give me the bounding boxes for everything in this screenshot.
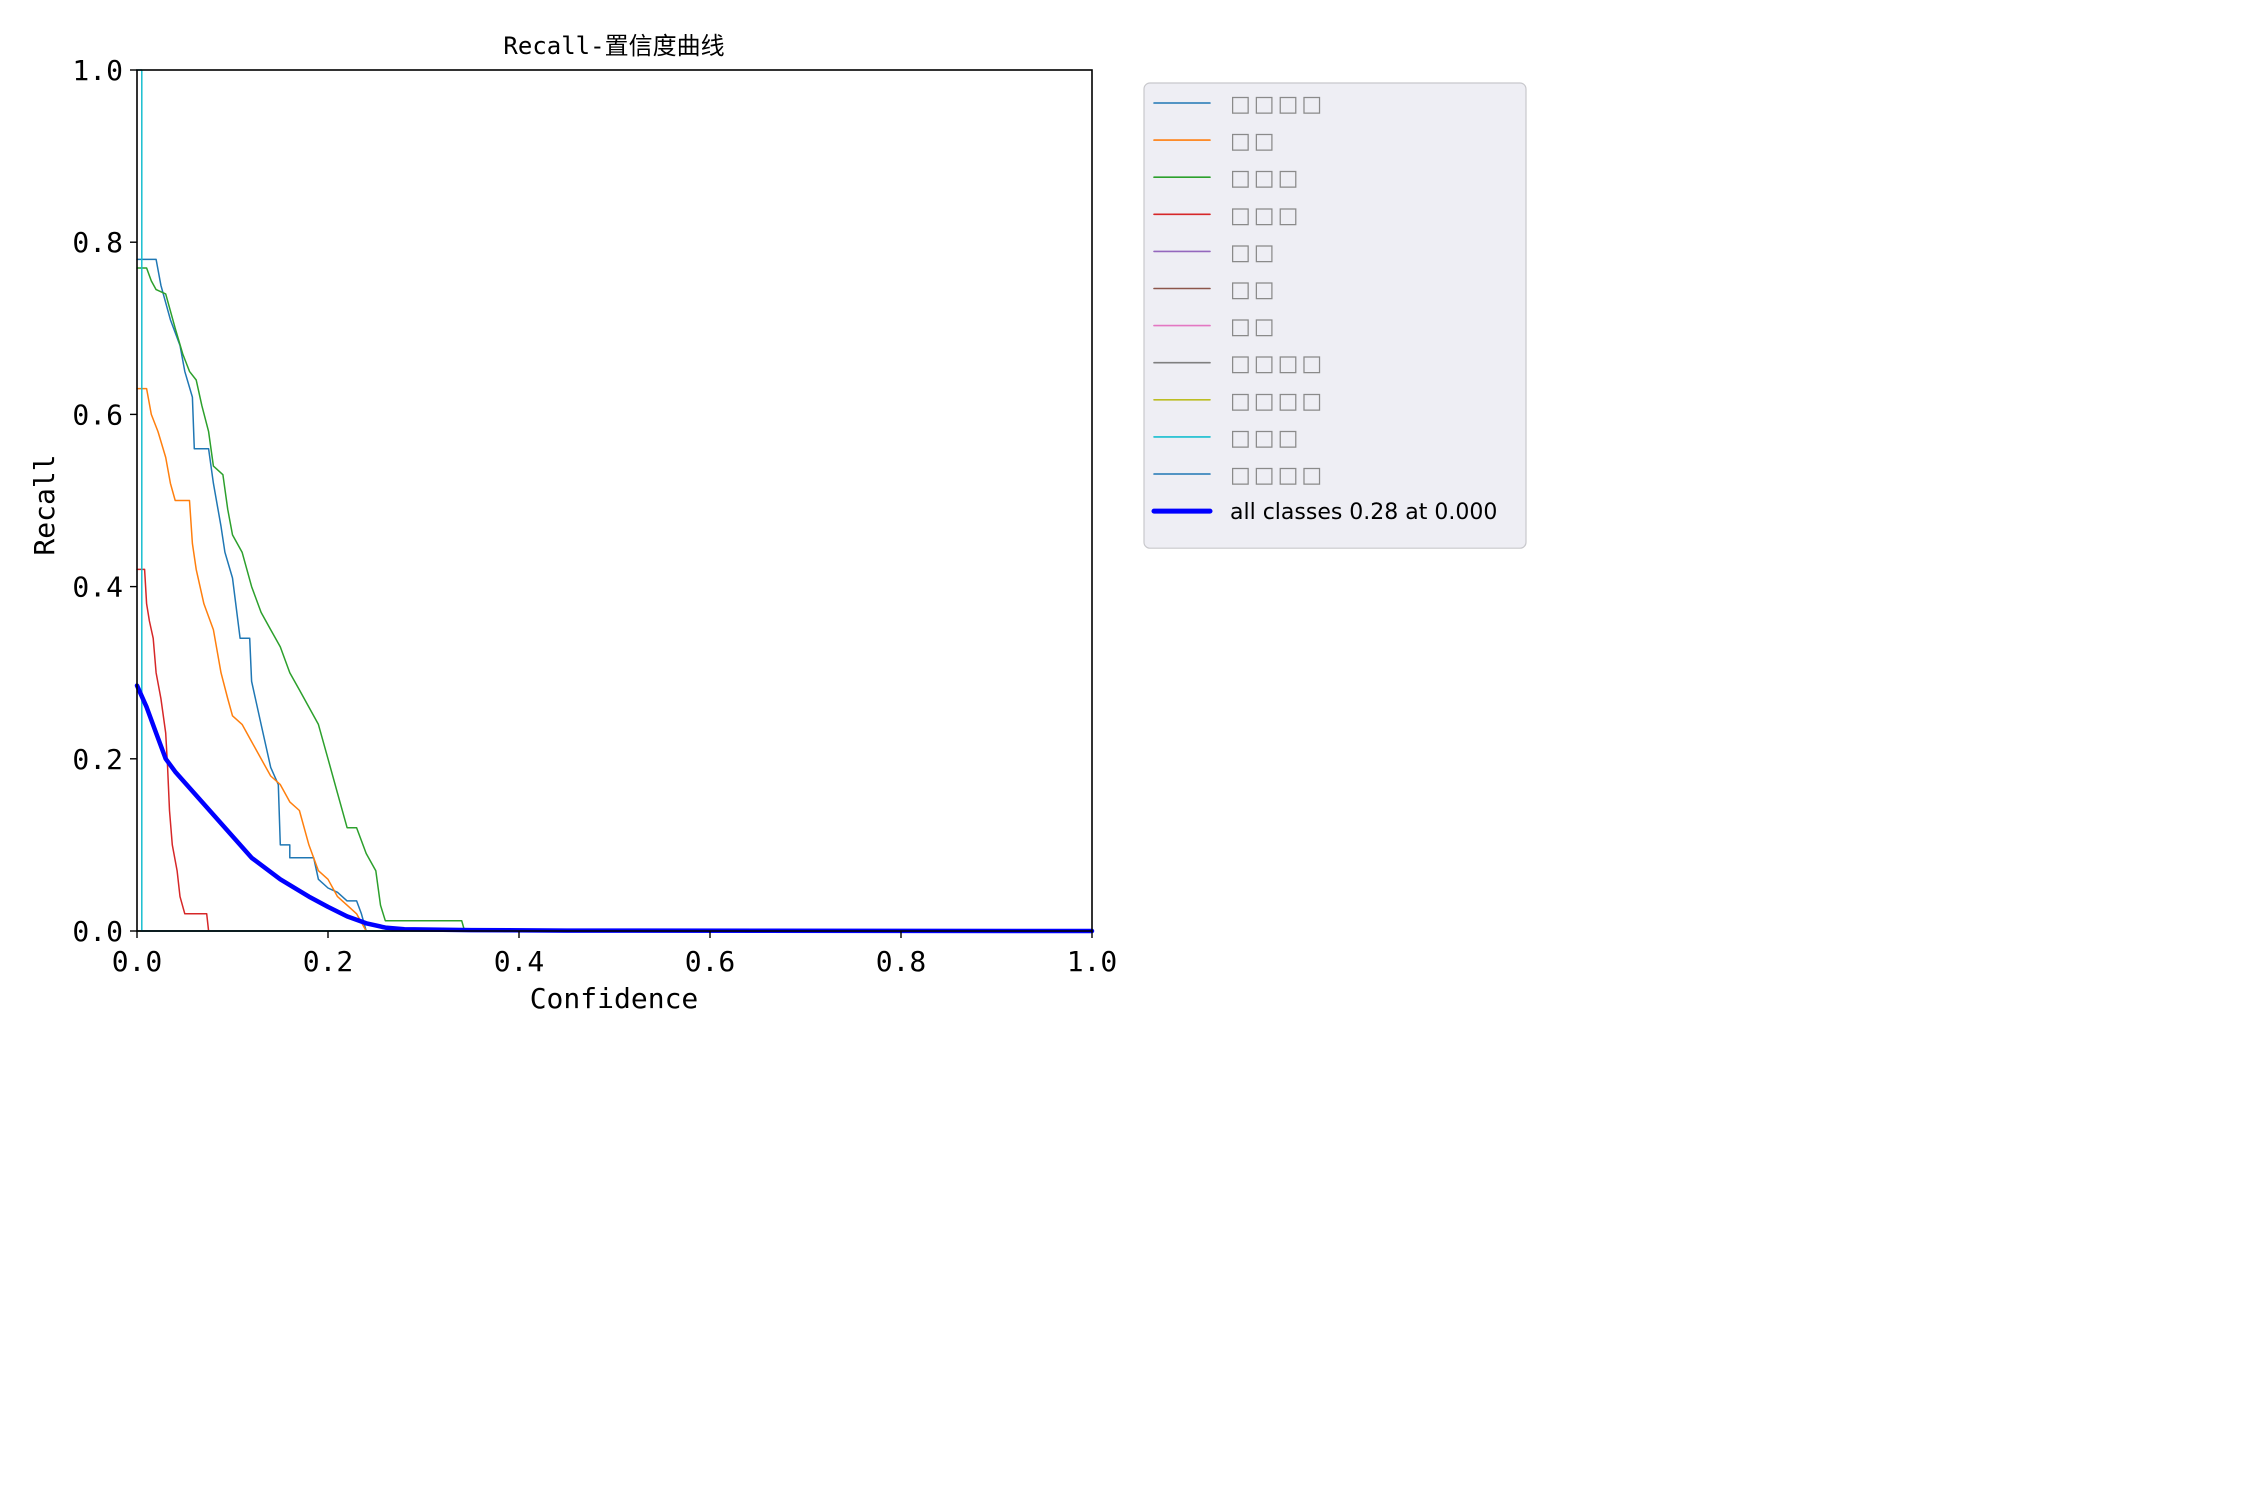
legend-label-11: all classes 0.28 at 0.000 — [1230, 500, 1497, 525]
plot-frame — [136, 69, 1093, 932]
legend-label-6: □□ — [1230, 315, 1278, 340]
y-tick-label: 0.4 — [72, 571, 123, 604]
series-line-1 — [136, 387, 1093, 932]
legend-label-2: □□□ — [1230, 166, 1301, 191]
y-axis-ticks: 0.0 0.2 0.4 0.6 0.8 1.0 — [72, 54, 137, 948]
y-tick-label: 1.0 — [72, 54, 123, 87]
legend-label-4: □□ — [1230, 240, 1278, 265]
y-tick-label: 0.2 — [72, 743, 123, 776]
legend-label-7: □□□□ — [1230, 352, 1325, 377]
legend-label-3: □□□ — [1230, 203, 1301, 228]
recall-confidence-chart: Recall-置信度曲线 0.0 0.2 0.4 0.6 0.8 1.0 0.00.20.… — [0, 0, 1560, 1040]
chart-title: Recall-置信度曲线 — [503, 32, 724, 60]
x-tick-label: 0.4 — [494, 945, 545, 978]
series-line-3 — [136, 568, 1093, 932]
y-tick-label: 0.6 — [72, 398, 123, 431]
y-tick-label: 0.0 — [72, 915, 123, 948]
x-axis-ticks: 0.0 0.2 0.4 0.6 0.8 1.0 — [112, 931, 1118, 978]
x-axis-label: Confidence — [530, 982, 699, 1015]
legend-label-10: □□□□ — [1230, 463, 1325, 488]
legend-label-9: □□□ — [1230, 426, 1301, 451]
series-line-0 — [136, 258, 1093, 932]
legend-label-0: □□□□ — [1230, 92, 1325, 117]
legend-label-5: □□ — [1230, 278, 1278, 303]
x-tick-label: 0.8 — [876, 945, 927, 978]
y-axis-label: Recall — [28, 454, 61, 555]
x-tick-label: 1.0 — [1067, 945, 1118, 978]
legend-label-8: □□□□ — [1230, 389, 1325, 414]
x-tick-label: 0.2 — [303, 945, 354, 978]
legend: □□□□□□□□□□□□□□□□□□□□□□□□□□□□□□□□□all cla… — [1143, 82, 1527, 549]
x-tick-label: 0.6 — [685, 945, 736, 978]
y-tick-label: 0.8 — [72, 226, 123, 259]
series-line-2 — [136, 267, 1093, 932]
legend-label-1: □□ — [1230, 129, 1278, 154]
x-tick-label: 0.0 — [112, 945, 163, 978]
series-line-11 — [134, 683, 1095, 934]
legend-box — [1143, 82, 1527, 549]
